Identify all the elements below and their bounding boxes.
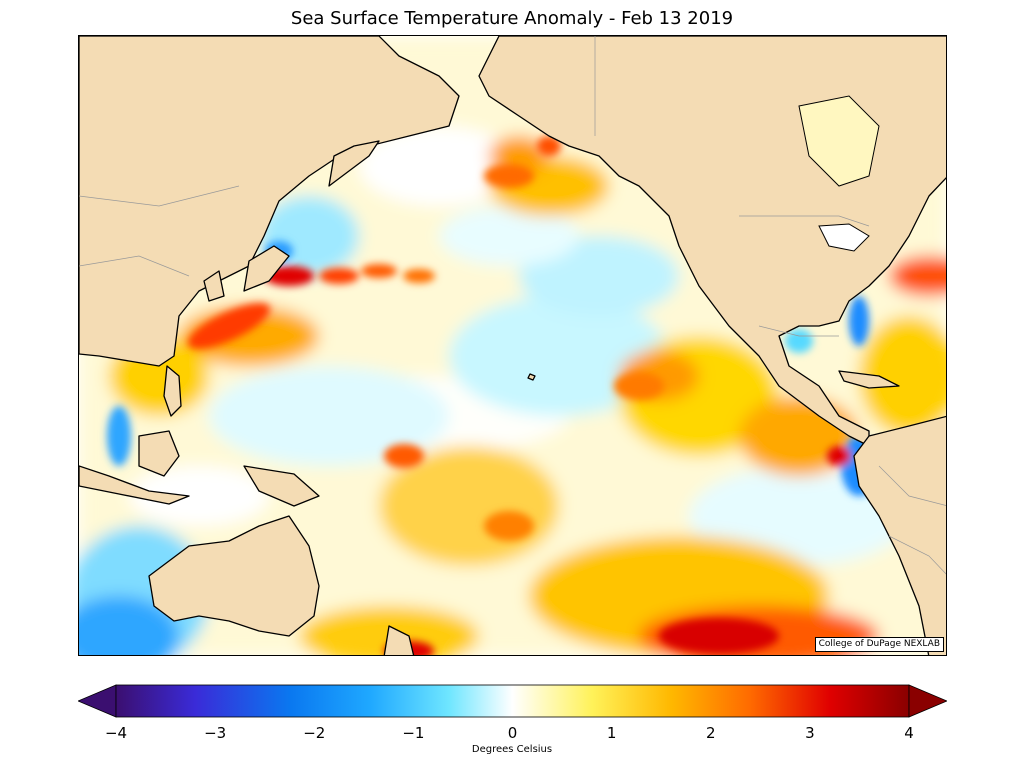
new-zealand: [383, 625, 415, 655]
asia-landmass: [79, 36, 460, 367]
colorbar-min-extend: [78, 684, 117, 718]
borneo: [138, 430, 180, 477]
sumatra-java: [79, 465, 190, 505]
colorbar-tick-label: 0: [507, 724, 518, 742]
korea: [203, 270, 225, 302]
new-guinea: [243, 465, 320, 507]
south-america: [853, 415, 946, 655]
colorbar-tick-label: −2: [303, 724, 326, 742]
colorbar: [78, 684, 947, 718]
great-lakes: [818, 223, 870, 252]
australia: [148, 515, 320, 637]
colorbar-ticks: −4 −3 −2 −1 0 1 2 3 4: [0, 724, 1024, 744]
inland-water: [798, 95, 880, 252]
sst-anomaly-map: College of DuPage NEXLAB: [78, 35, 947, 656]
hawaii: [527, 373, 536, 381]
colorbar-tick-label: 3: [805, 724, 815, 742]
colorbar-tick-label: 2: [705, 724, 716, 742]
kamchatka: [328, 140, 380, 187]
philippines: [163, 365, 182, 417]
map-canvas: [79, 36, 946, 655]
colorbar-tick-label: −1: [402, 724, 425, 742]
colorbar-gradient: [115, 684, 910, 718]
borders: [79, 36, 946, 575]
credit-label: College of DuPage NEXLAB: [814, 637, 944, 652]
map-title: Sea Surface Temperature Anomaly - Feb 13…: [290, 8, 734, 29]
colorbar-max-extend: [908, 684, 947, 718]
colorbar-tick-label: −4: [104, 724, 128, 742]
colorbar-tick-label: −3: [204, 724, 227, 742]
colorbar-tick-label: 1: [606, 724, 617, 742]
colorbar-label: Degrees Celsius: [471, 744, 553, 755]
hudson-bay: [798, 95, 880, 187]
caribbean: [838, 370, 900, 389]
colorbar-tick-label: 4: [904, 724, 914, 742]
japan: [243, 245, 290, 292]
